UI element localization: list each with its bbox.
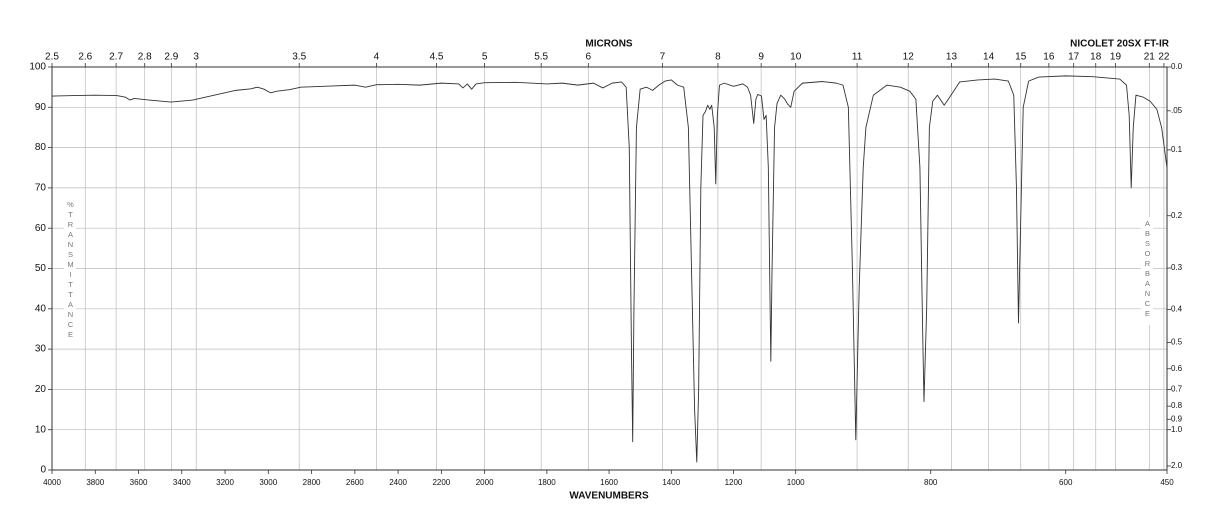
x-tick-label: 1800 — [538, 478, 556, 487]
y-tick-label: 80 — [35, 142, 47, 153]
x2-tick-label: 6 — [586, 52, 592, 63]
y2-tick-label: 0.3 — [1171, 263, 1183, 272]
y-tick-label: 50 — [35, 263, 47, 274]
x-tick-label: 2400 — [389, 478, 407, 487]
x2-tick-label: 18 — [1090, 52, 1102, 63]
x2-tick-label: 8 — [715, 52, 721, 63]
x-tick-label: 450 — [1160, 478, 1174, 487]
y-tick-label: 10 — [35, 424, 47, 435]
chart-title: NICOLET 20SX FT-IR — [1070, 39, 1170, 50]
y-tick-label: 100 — [29, 62, 46, 73]
spectrum-line — [51, 75, 1168, 463]
y2-tick-label: 0.7 — [1171, 385, 1183, 394]
x2-tick-label: 3.5 — [292, 52, 306, 63]
y2-tick-label: .05 — [1171, 106, 1183, 115]
y-axis-label: %TRANSMITTANCE — [66, 200, 75, 340]
x2-tick-label: 10 — [790, 52, 802, 63]
y2-tick-label: 0.5 — [1171, 338, 1183, 347]
y-label-bg — [64, 198, 76, 346]
x2-tick-label: 16 — [1043, 52, 1055, 63]
x-tick-label: 2800 — [303, 478, 321, 487]
x-tick-label: 800 — [924, 478, 938, 487]
x2-tick-label: 5.5 — [534, 52, 548, 63]
y2-tick-label: 0.6 — [1171, 364, 1183, 373]
x2-tick-label: 4.5 — [430, 52, 444, 63]
y-tick-label: 70 — [35, 183, 47, 194]
x2-tick-label: 2.5 — [45, 52, 59, 63]
x2-tick-label: 15 — [1015, 52, 1027, 63]
x2-axis-label: MICRONS — [585, 39, 633, 50]
x-tick-label: 2200 — [432, 478, 450, 487]
x-tick-label: 3400 — [173, 478, 191, 487]
x2-tick-label: 2.8 — [138, 52, 152, 63]
y2-tick-label: 0.0 — [1171, 62, 1183, 71]
x2-tick-label: 2.7 — [109, 52, 123, 63]
x2-tick-label: 3 — [193, 52, 199, 63]
y2-label-bg — [1141, 217, 1153, 325]
x2-tick-label: 13 — [946, 52, 958, 63]
x-tick-label: 4000 — [43, 478, 61, 487]
x-tick-label: 2000 — [476, 478, 494, 487]
y2-tick-label: 1.0 — [1171, 425, 1183, 434]
y2-tick-label: 0.2 — [1171, 211, 1183, 220]
x-tick-label: 1200 — [725, 478, 743, 487]
x2-tick-label: 22 — [1158, 52, 1170, 63]
x2-tick-label: 14 — [983, 52, 995, 63]
x-tick-label: 3200 — [216, 478, 234, 487]
y-tick-label: 90 — [35, 102, 47, 113]
x2-tick-label: 5 — [482, 52, 488, 63]
x-tick-label: 1600 — [600, 478, 618, 487]
y2-tick-label: 0.8 — [1171, 401, 1183, 410]
x2-tick-label: 19 — [1110, 52, 1122, 63]
x-tick-label: 1400 — [662, 478, 680, 487]
x2-tick-label: 17 — [1068, 52, 1080, 63]
y2-tick-label: 0.1 — [1171, 145, 1183, 154]
y-tick-label: 0 — [40, 465, 46, 476]
y2-tick-label: 0.9 — [1171, 414, 1183, 423]
x-tick-label: 1000 — [787, 478, 805, 487]
x2-tick-label: 11 — [852, 52, 863, 63]
x-tick-label: 600 — [1059, 478, 1073, 487]
y-tick-label: 20 — [35, 384, 47, 395]
y2-tick-label: 2.0 — [1171, 461, 1183, 470]
x2-tick-label: 2.9 — [164, 52, 178, 63]
x-tick-label: 2600 — [346, 478, 364, 487]
x-axis-label: WAVENUMBERS — [569, 491, 649, 502]
x2-tick-label: 7 — [660, 52, 666, 63]
y-tick-label: 30 — [35, 344, 47, 355]
y-tick-label: 40 — [35, 303, 47, 314]
x2-tick-label: 12 — [903, 52, 915, 63]
x-tick-label: 3600 — [130, 478, 148, 487]
x2-tick-label: 2.6 — [78, 52, 92, 63]
y2-axis-label: ABSORBANCE — [1143, 219, 1152, 319]
x-tick-label: 3000 — [259, 478, 277, 487]
y-tick-label: 60 — [35, 223, 47, 234]
y2-tick-label: 0.4 — [1171, 305, 1183, 314]
x2-tick-label: 9 — [758, 52, 764, 63]
x-tick-label: 3800 — [86, 478, 104, 487]
x2-tick-label: 4 — [374, 52, 380, 63]
x2-tick-label: 21 — [1144, 52, 1156, 63]
